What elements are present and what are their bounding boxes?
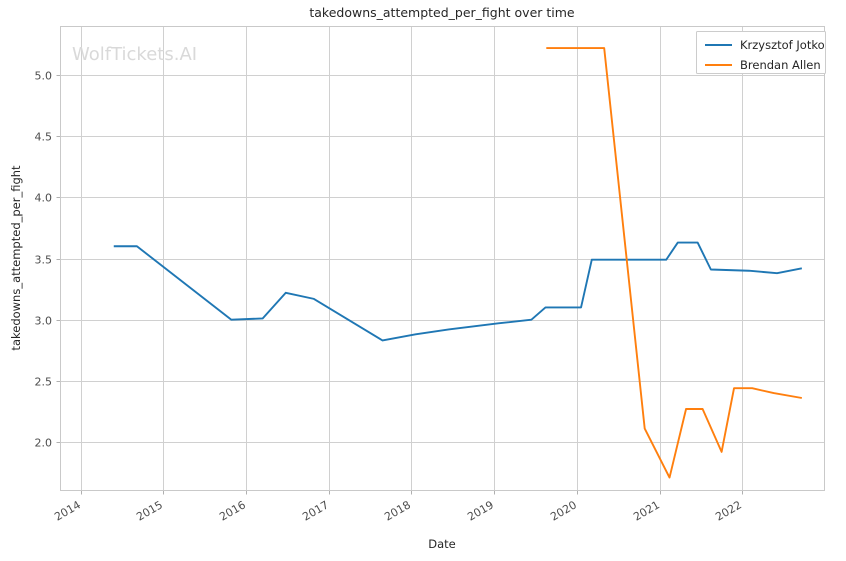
axes-spines — [60, 26, 825, 491]
y-tick-label: 4.5 — [35, 131, 53, 144]
legend-background — [696, 31, 826, 74]
chart-title: takedowns_attempted_per_fight over time — [309, 5, 575, 20]
series-line-brendan-allen — [546, 47, 803, 479]
y-tick-label: 3.0 — [35, 315, 53, 328]
legend-label-0: Krzysztof Jotko — [740, 38, 825, 52]
x-axis-label: Date — [428, 537, 456, 551]
watermark-label: WolfTickets.AI — [72, 44, 197, 65]
y-tick-label: 3.5 — [35, 254, 53, 267]
chart-legend[interactable]: Krzysztof Jotko Brendan Allen — [696, 31, 826, 74]
y-tick-label: 5.0 — [35, 70, 53, 83]
plot-border — [60, 26, 825, 491]
y-tick-label: 4.0 — [35, 192, 53, 205]
y-tick-label: 2.5 — [35, 376, 53, 389]
legend-label-1: Brendan Allen — [740, 58, 821, 72]
series-layer — [113, 47, 803, 479]
y-tick-label: 2.0 — [35, 437, 53, 450]
series-line-krzysztof-jotko — [113, 241, 803, 342]
y-axis-label: takedowns_attempted_per_fight — [9, 165, 23, 351]
grid-layer — [60, 26, 825, 491]
